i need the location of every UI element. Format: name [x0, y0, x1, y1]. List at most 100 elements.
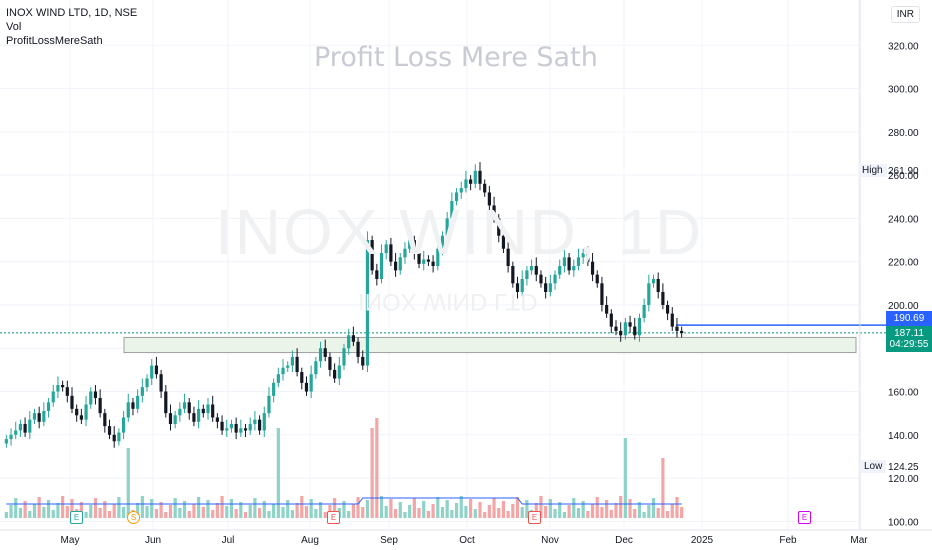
earnings-marker[interactable]: E	[798, 511, 811, 524]
volume-bar	[32, 504, 37, 518]
volume-bar	[276, 428, 280, 518]
volume-bar	[450, 510, 454, 518]
candle-body	[539, 274, 543, 284]
candle-body	[253, 419, 257, 424]
volume-bar	[525, 500, 529, 518]
volume-bar	[539, 496, 543, 518]
earnings-marker[interactable]: E	[327, 511, 340, 524]
volume-bar	[192, 504, 196, 518]
candle-body	[323, 348, 327, 357]
candle-body	[600, 283, 604, 305]
candle-body	[454, 192, 459, 202]
candle-body	[408, 240, 412, 249]
candle-body	[89, 391, 93, 405]
volume-bar	[623, 438, 627, 518]
volume-bar	[661, 458, 665, 518]
volume-ma-line	[6, 497, 682, 505]
candle-body	[417, 253, 421, 264]
volume-bar	[558, 502, 562, 518]
candle-body	[651, 279, 656, 284]
volume-bar	[389, 499, 393, 518]
candle-body	[243, 428, 248, 431]
x-tick-label: Oct	[459, 535, 475, 546]
volume-bar	[553, 509, 557, 518]
candle-body	[117, 432, 121, 442]
candle-body	[51, 391, 55, 403]
x-tick-label: Mar	[850, 535, 868, 546]
volume-bar	[361, 507, 365, 518]
candle-body	[187, 402, 191, 414]
candle-body	[544, 283, 548, 292]
candle-body	[126, 402, 130, 418]
volume-bar	[168, 505, 173, 518]
volume-bar	[234, 509, 238, 518]
candle-body	[473, 170, 477, 184]
candle-body	[623, 322, 627, 336]
candle-body	[173, 415, 177, 424]
volume-bar	[107, 511, 112, 518]
split-marker[interactable]: S	[127, 511, 140, 524]
currency-button[interactable]: INR	[890, 6, 920, 23]
candle-body	[225, 428, 229, 431]
volume-bar	[656, 508, 660, 518]
volume-bar	[403, 512, 407, 518]
candle-body	[665, 304, 670, 314]
candle-body	[65, 387, 69, 396]
volume-bar	[61, 496, 65, 518]
candle-body	[478, 170, 482, 184]
candle-body	[440, 235, 445, 249]
volume-bar	[675, 497, 679, 518]
volume-bar	[628, 499, 632, 518]
support-zone	[123, 336, 857, 354]
volume-bar	[370, 428, 374, 518]
symbol-watermark: INOX WIND, 1D	[215, 196, 704, 268]
volume-bar	[164, 512, 168, 518]
candle-body	[4, 439, 8, 444]
volume-bar	[243, 512, 248, 518]
volume-bar	[206, 500, 210, 518]
candle-body	[70, 395, 74, 409]
volume-bar	[333, 498, 337, 518]
candle-body	[431, 261, 435, 267]
candle-body	[192, 413, 196, 422]
candle-body	[248, 423, 252, 431]
candle-body	[656, 279, 660, 292]
volume-bar	[140, 496, 144, 518]
candle-body	[370, 240, 374, 271]
candle-body	[628, 322, 632, 327]
candle-body	[661, 291, 665, 305]
candle-body	[412, 240, 416, 254]
candle-body	[121, 417, 126, 433]
earnings-marker[interactable]: E	[70, 511, 83, 524]
candle-body	[178, 408, 182, 416]
volume-bar	[98, 508, 102, 518]
candle-body	[501, 235, 506, 249]
candle-body	[309, 374, 313, 392]
candle-body	[398, 257, 402, 271]
candle-body	[112, 434, 116, 442]
high-label: High	[858, 164, 887, 177]
candle-body	[347, 335, 351, 349]
volume-legend[interactable]: Vol	[6, 21, 22, 33]
volume-bar	[178, 508, 182, 518]
candle-body	[572, 266, 576, 271]
candle-body	[637, 317, 642, 336]
candle-body	[576, 257, 581, 267]
candle-body	[262, 413, 266, 431]
earnings-marker[interactable]: E	[528, 511, 541, 524]
volume-bar	[637, 502, 642, 518]
candle-body	[553, 274, 557, 284]
volume-bar	[670, 504, 674, 518]
volume-bar	[567, 505, 571, 518]
candle-body	[483, 183, 487, 193]
volume-bar	[375, 418, 379, 518]
candle-body	[567, 257, 571, 271]
volume-bar	[609, 510, 613, 518]
y-tick-label: 200.00	[888, 301, 919, 312]
indicator-legend[interactable]: ProfitLossMereSath	[6, 35, 103, 47]
candle-body	[379, 253, 384, 279]
candle-body	[295, 356, 299, 373]
y-tick-label: 300.00	[888, 85, 919, 96]
volume-bar	[342, 501, 346, 518]
